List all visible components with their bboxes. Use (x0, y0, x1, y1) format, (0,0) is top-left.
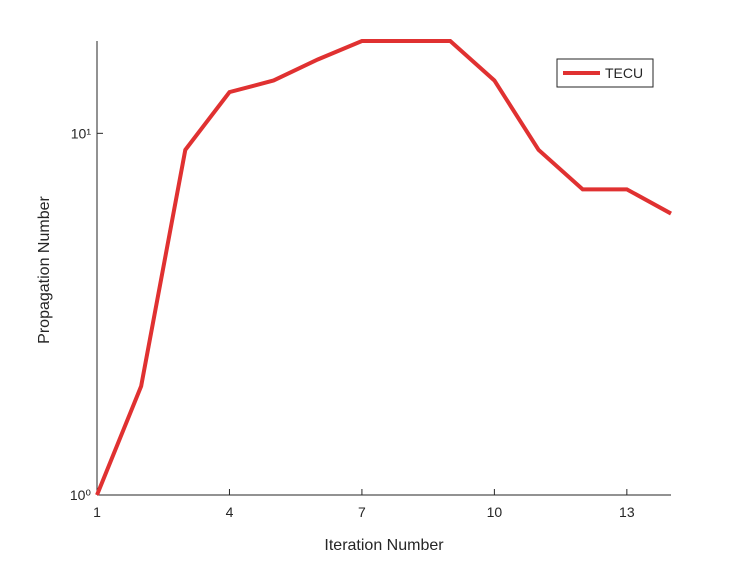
x-tick-label: 7 (358, 504, 366, 520)
x-tick-label: 13 (619, 504, 635, 520)
x-tick-label: 10 (487, 504, 503, 520)
legend-box (556, 58, 654, 88)
data-line (95, 39, 672, 496)
x-axis-label: Iteration Number (324, 537, 444, 554)
y-tick-label: 10⁰ (70, 487, 92, 503)
x-tick-label: 1 (93, 504, 101, 520)
y-tick-label: 10¹ (71, 125, 92, 141)
y-axis-label: Propagation Number (36, 196, 53, 344)
legend-label: TECU (605, 65, 643, 81)
x-tick-label: 4 (226, 504, 234, 520)
